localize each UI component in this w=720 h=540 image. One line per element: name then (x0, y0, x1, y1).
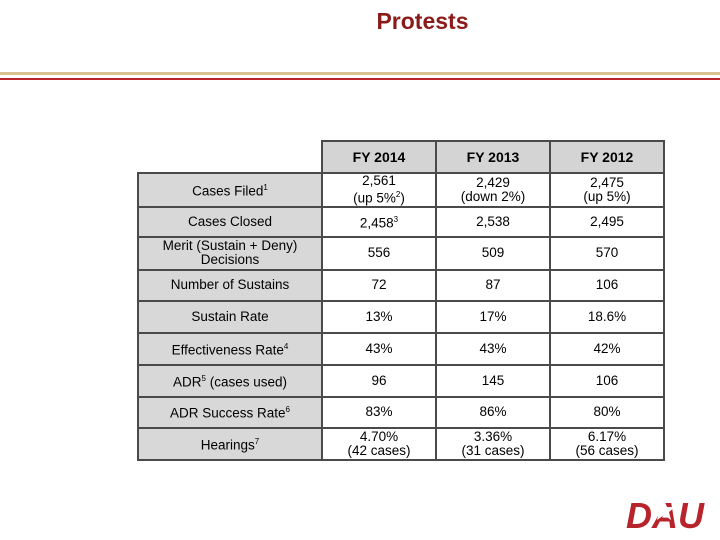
protests-table: FY 2014 FY 2013 FY 2012 Cases Filed1 2,5… (137, 140, 665, 461)
row-label-cases-filed: Cases Filed1 (137, 172, 323, 208)
header-fy2012: FY 2012 (549, 140, 665, 174)
cell-cases-filed-2014: 2,561 (up 5%2) (321, 172, 437, 208)
cell-cases-closed-2012: 2,495 (549, 205, 665, 238)
table-row: Hearings7 4.70% (42 cases) 3.36% (31 cases… (137, 426, 665, 461)
header-blank-cell (138, 141, 322, 173)
cell-adr-2013: 145 (435, 363, 551, 398)
header-rule-red (0, 78, 720, 80)
cell-adr-2012: 106 (549, 363, 665, 398)
row-label-adr-success-rate: ADR Success Rate6 (137, 395, 323, 429)
cell-effectiveness-2014: 43% (321, 331, 437, 366)
cell-sustain-rate-2012: 18.6% (549, 299, 665, 334)
table-row: Cases Filed1 2,561 (up 5%2) 2,429 (down 2%… (137, 172, 665, 208)
table-row: ADR5 (cases used) 96 145 106 (137, 363, 665, 398)
cell-effectiveness-2013: 43% (435, 331, 551, 366)
page-title: Protests (376, 8, 469, 34)
cell-cases-closed-2014: 2,4583 (321, 205, 437, 238)
table-header-row: FY 2014 FY 2013 FY 2012 (138, 140, 665, 174)
dau-logo: DAU (626, 495, 705, 534)
cell-sustains-2012: 106 (549, 268, 665, 302)
row-label-cases-closed: Cases Closed (137, 205, 323, 238)
cell-merit-2014: 556 (321, 235, 437, 271)
cell-hearings-2013: 3.36% (31 cases) (435, 426, 551, 461)
cell-cases-closed-2013: 2,538 (435, 205, 551, 238)
header-fy2013: FY 2013 (435, 140, 551, 174)
cell-sustain-rate-2014: 13% (321, 299, 437, 334)
row-label-hearings: Hearings7 (137, 426, 323, 461)
row-label-merit-decisions: Merit (Sustain + Deny) Decisions (137, 235, 323, 271)
cell-cases-filed-2012: 2,475 (up 5%) (549, 172, 665, 208)
cell-merit-2012: 570 (549, 235, 665, 271)
table-row: Number of Sustains 72 87 106 (137, 268, 665, 302)
cell-hearings-2014: 4.70% (42 cases) (321, 426, 437, 461)
row-label-effectiveness-rate: Effectiveness Rate4 (137, 331, 323, 366)
table-row: Cases Closed 2,4583 2,538 2,495 (137, 205, 665, 238)
cell-adr-success-2013: 86% (435, 395, 551, 429)
cell-merit-2013: 509 (435, 235, 551, 271)
cell-adr-2014: 96 (321, 363, 437, 398)
cell-sustains-2014: 72 (321, 268, 437, 302)
table-row: Effectiveness Rate4 43% 43% 42% (137, 331, 665, 366)
cell-sustain-rate-2013: 17% (435, 299, 551, 334)
cell-effectiveness-2012: 42% (549, 331, 665, 366)
table-row: Sustain Rate 13% 17% 18.6% (137, 299, 665, 334)
cell-adr-success-2012: 80% (549, 395, 665, 429)
header-fy2014: FY 2014 (321, 140, 437, 174)
row-label-number-of-sustains: Number of Sustains (137, 268, 323, 302)
cell-sustains-2013: 87 (435, 268, 551, 302)
header-rule-gold (0, 72, 720, 75)
row-label-sustain-rate: Sustain Rate (137, 299, 323, 334)
cell-adr-success-2014: 83% (321, 395, 437, 429)
row-label-adr-cases-used: ADR5 (cases used) (137, 363, 323, 398)
table-row: ADR Success Rate6 83% 86% 80% (137, 395, 665, 429)
table-row: Merit (Sustain + Deny) Decisions 556 509 … (137, 235, 665, 271)
cell-hearings-2012: 6.17% (56 cases) (549, 426, 665, 461)
cell-cases-filed-2013: 2,429 (down 2%) (435, 172, 551, 208)
star-icon (653, 500, 675, 520)
